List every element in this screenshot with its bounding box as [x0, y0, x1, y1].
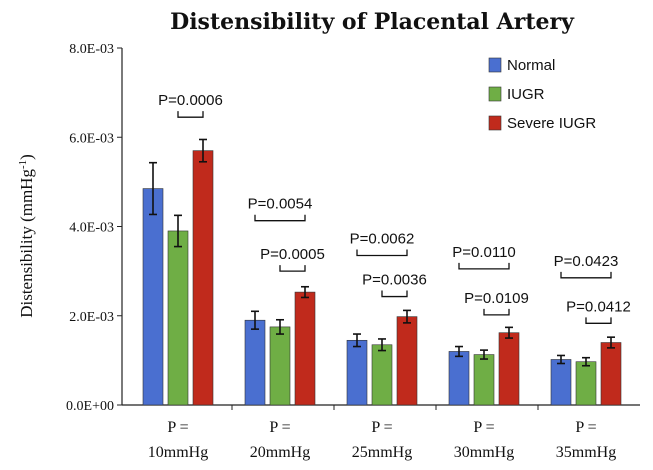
bar-normal [448, 351, 470, 406]
p-value-label: P=0.0062 [350, 231, 415, 248]
significance-bracket [560, 271, 612, 279]
significance-bracket [483, 308, 510, 316]
legend-swatch [488, 115, 502, 131]
significance-bracket [585, 317, 612, 324]
p-value-label: P=0.0036 [362, 272, 427, 289]
p-value-label: P=0.0054 [248, 196, 313, 213]
significance-bracket [177, 111, 204, 118]
bar-normal [550, 359, 572, 406]
legend-label: Normal [507, 57, 555, 74]
bar-normal [346, 339, 368, 406]
significance-bracket [381, 290, 408, 298]
bar-iugr [371, 344, 393, 406]
x-tick-label-line2: 25mmHg [352, 444, 412, 461]
y-tick-label: 4.0E-03 [69, 221, 114, 236]
significance-bracket [356, 249, 408, 257]
x-tick-label-line2: 10mmHg [148, 444, 208, 461]
bar-severe-iugr [192, 150, 214, 406]
x-tick-label-line1: P = [371, 419, 392, 436]
y-tick-label: 8.0E-03 [69, 42, 114, 57]
x-tick-label-line1: P = [473, 419, 494, 436]
p-value-label: P=0.0109 [464, 290, 529, 307]
bar-severe-iugr [498, 332, 520, 406]
x-tick-label-line2: 20mmHg [250, 444, 310, 461]
p-value-label: P=0.0005 [260, 246, 325, 263]
bar-severe-iugr [396, 316, 418, 406]
x-tick-label-line2: 30mmHg [454, 444, 514, 461]
significance-bracket [279, 265, 306, 272]
bar-iugr [575, 361, 597, 406]
significance-bracket [458, 262, 510, 270]
bar-iugr [167, 230, 189, 406]
legend-swatch [488, 86, 502, 102]
bar-severe-iugr [294, 291, 316, 406]
x-tick-label-line1: P = [167, 419, 188, 436]
y-tick-label: 2.0E-03 [69, 310, 114, 325]
significance-bracket [254, 214, 306, 222]
legend-swatch [488, 57, 502, 73]
x-tick-label-line1: P = [269, 419, 290, 436]
p-value-label: P=0.0412 [566, 298, 631, 315]
bar-iugr [269, 326, 291, 406]
y-tick-label: 6.0E-03 [69, 131, 114, 146]
axes: 0.0E+00 2.0E-03 4.0E-03 6.0E-03 8.0E-03 P = 10… [66, 42, 640, 461]
bar-iugr [473, 354, 495, 406]
legend: Normal IUGR Severe IUGR [488, 57, 596, 132]
x-tick-label-line1: P = [575, 419, 596, 436]
bars [142, 138, 622, 406]
legend-label: Severe IUGR [507, 115, 596, 132]
bar-normal [244, 319, 266, 406]
y-tick-label: 0.0E+00 [66, 399, 114, 414]
legend-label: IUGR [507, 86, 545, 103]
bar-normal [142, 188, 164, 406]
p-value-label: P=0.0423 [554, 253, 619, 270]
bar-severe-iugr [600, 342, 622, 406]
p-value-label: P=0.0110 [452, 244, 516, 261]
significance-annotations: P=0.0006 P=0.0054 P=0.0005 P=0.0062 P=0.0036… [158, 92, 631, 324]
y-axis-label: Distensibility (mmHg-1) [17, 154, 36, 318]
x-tick-label-line2: 35mmHg [556, 444, 616, 461]
chart-title: Distensibility of Placental Artery [170, 9, 575, 35]
p-value-label: P=0.0006 [158, 92, 223, 109]
